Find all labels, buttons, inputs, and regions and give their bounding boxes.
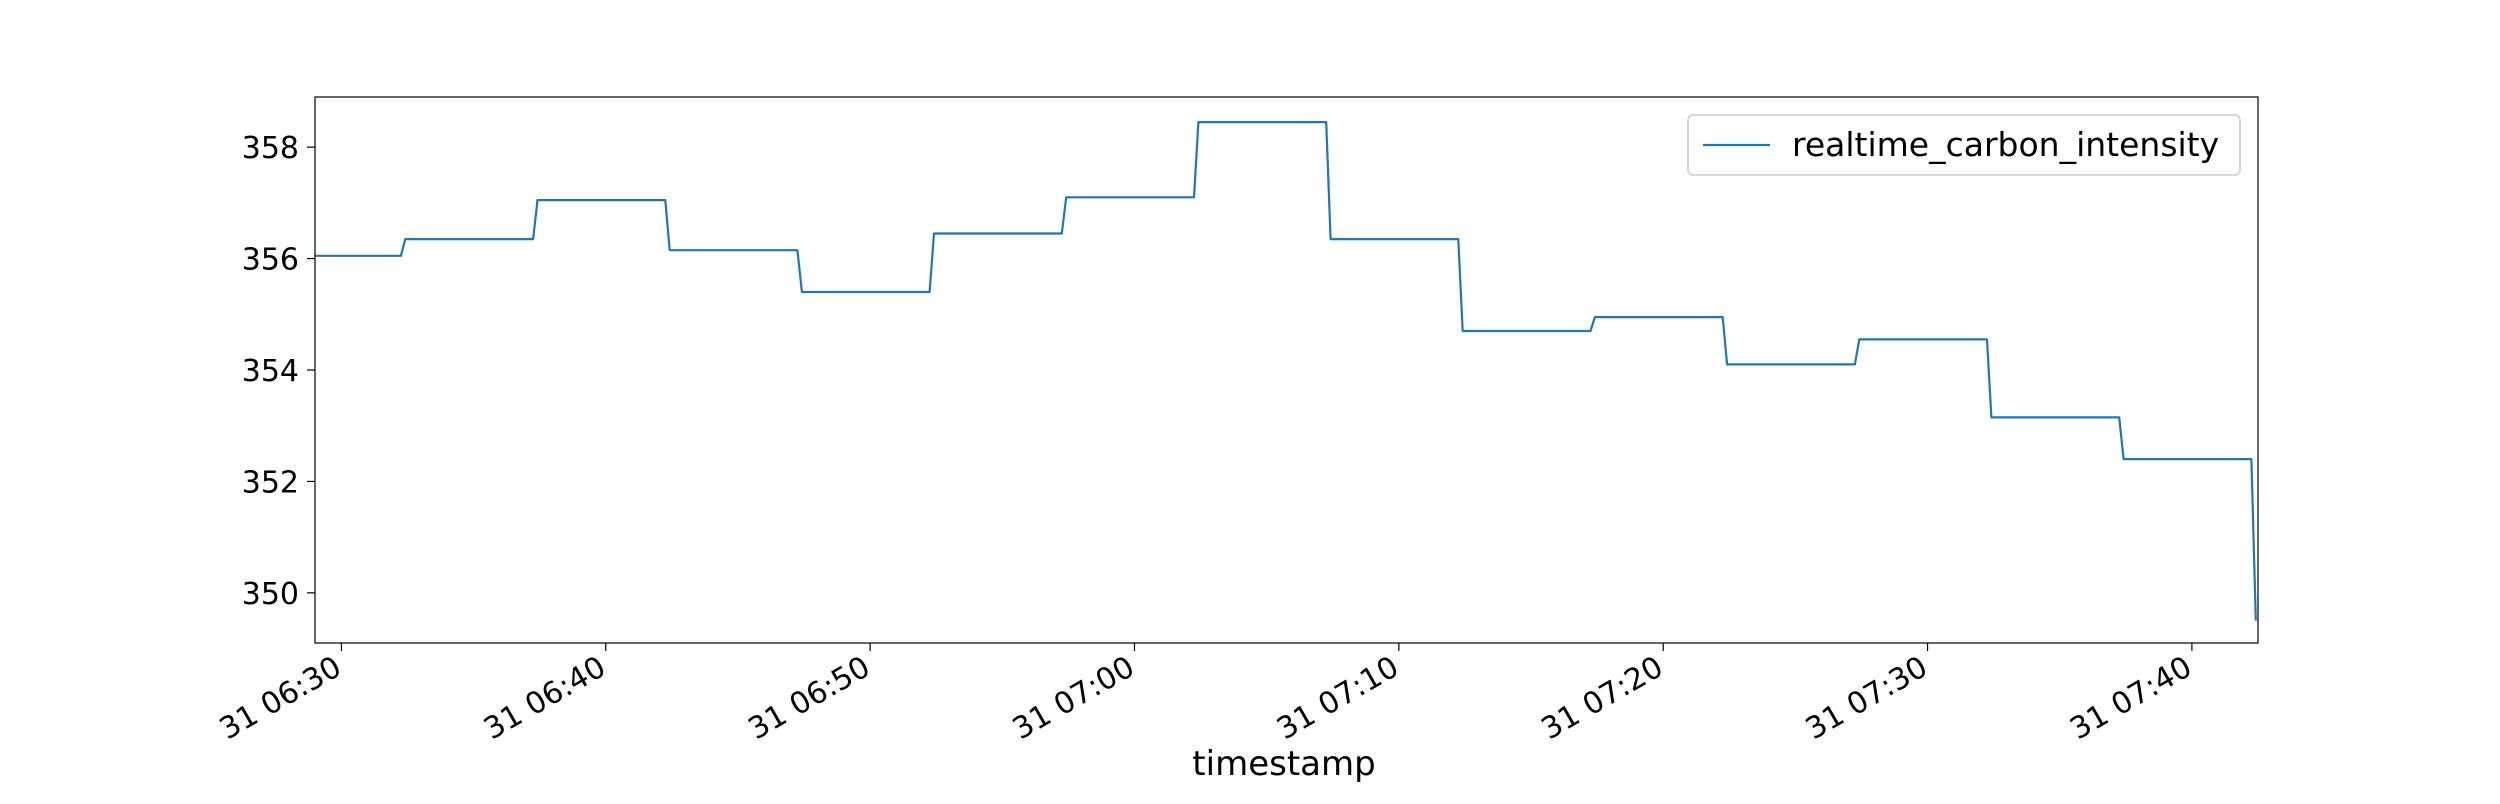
y-axis: 350 352 354 356 358 bbox=[242, 131, 315, 612]
legend: realtime_carbon_intensity bbox=[1687, 114, 2241, 176]
x-tick-label: 31 07:20 bbox=[1536, 650, 1670, 747]
legend-frame bbox=[1687, 114, 2241, 176]
y-tick-label: 352 bbox=[242, 465, 299, 500]
x-tick-label: 31 06:30 bbox=[214, 650, 348, 747]
y-tick-label: 354 bbox=[242, 354, 299, 389]
x-axis-label: timestamp bbox=[1192, 744, 1375, 784]
y-tick-label: 358 bbox=[242, 131, 299, 166]
plot-frame bbox=[314, 96, 2259, 644]
x-tick-label: 31 07:00 bbox=[1007, 650, 1141, 747]
plot-area bbox=[314, 96, 2259, 644]
x-axis: 31 06:30 31 06:40 31 06:50 31 07:00 31 07:10… bbox=[214, 643, 2198, 747]
x-tick-label: 31 06:40 bbox=[478, 650, 612, 747]
y-tick-label: 356 bbox=[242, 243, 299, 278]
x-tick-label: 31 06:50 bbox=[742, 650, 876, 747]
legend-label: realtime_carbon_intensity bbox=[1792, 125, 2219, 164]
x-tick-label: 31 07:30 bbox=[1800, 650, 1934, 747]
x-tick-label: 31 07:10 bbox=[1271, 650, 1405, 747]
y-tick-label: 350 bbox=[242, 577, 299, 612]
x-tick-label: 31 07:40 bbox=[2064, 650, 2198, 747]
series-line-realtime_carbon_intensity bbox=[315, 120, 2257, 621]
